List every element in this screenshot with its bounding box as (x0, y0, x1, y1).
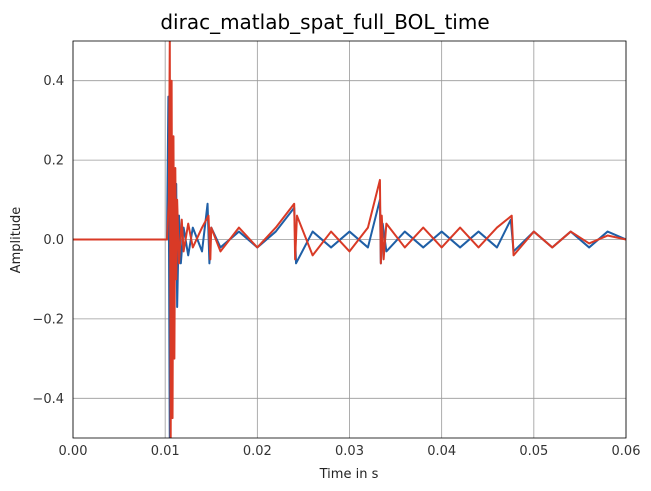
x-axis-label: Time in s (319, 467, 379, 482)
x-tick-label: 0.01 (151, 444, 180, 459)
x-tick-label: 0.03 (335, 444, 364, 459)
plot-frame (72, 40, 627, 439)
y-tick-label: 0.4 (43, 74, 64, 89)
y-tick-label: 0.2 (43, 154, 64, 169)
x-axis-ticks: 0.00 0.01 0.02 0.03 0.04 0.05 0.06 (59, 444, 641, 459)
x-tick-label: 0.02 (243, 444, 272, 459)
x-tick-label: 0.04 (427, 444, 456, 459)
y-tick-label: −0.2 (32, 312, 64, 327)
x-tick-label: 0.06 (612, 444, 641, 459)
y-tick-label: 0.0 (43, 233, 64, 248)
series-2-line (73, 41, 626, 438)
series-group (73, 41, 626, 438)
y-axis-ticks: −0.4 −0.2 0.0 0.2 0.4 (32, 74, 64, 407)
x-tick-label: 0.05 (519, 444, 548, 459)
x-tick-label: 0.00 (59, 444, 88, 459)
y-axis-label: Amplitude (9, 207, 24, 274)
chart-title: dirac_matlab_spat_full_BOL_time (160, 10, 489, 34)
y-tick-label: −0.4 (32, 392, 64, 407)
